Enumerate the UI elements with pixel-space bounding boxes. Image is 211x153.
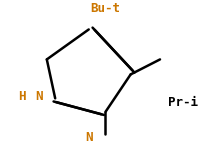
Text: Bu-t: Bu-t (91, 2, 120, 15)
Text: N: N (36, 90, 43, 103)
Text: Pr-i: Pr-i (168, 96, 198, 109)
Text: H: H (18, 90, 25, 103)
Text: N: N (85, 131, 92, 144)
